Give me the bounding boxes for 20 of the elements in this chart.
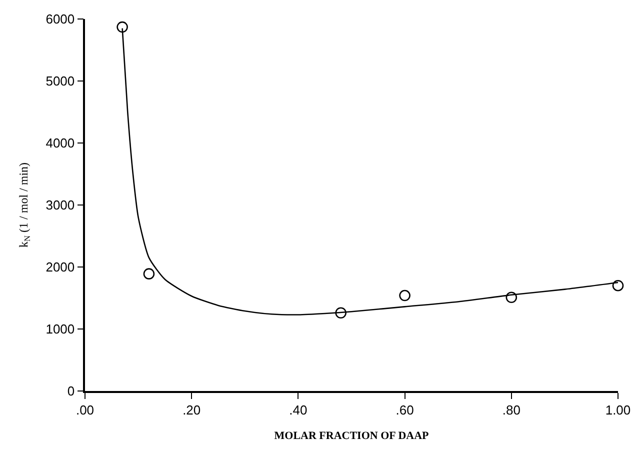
x-tick-label: .80	[502, 402, 520, 418]
x-axis-title: MOLAR FRACTION OF DAAP	[274, 430, 430, 442]
y-tick-label: 4000	[46, 136, 75, 151]
x-tick-label: .00	[76, 402, 94, 418]
x-tick-label: .40	[289, 402, 308, 418]
x-tick-label: .20	[182, 402, 201, 418]
y-tick-label: 1000	[46, 322, 75, 337]
x-tick-label: .60	[396, 402, 414, 418]
point	[612, 280, 624, 292]
y-tick-label: 2000	[46, 260, 75, 275]
y-tick-label: 3000	[46, 198, 75, 213]
point	[335, 307, 346, 319]
point	[399, 290, 410, 302]
y-tick-label: 0	[67, 384, 75, 399]
y-tick-label: 6000	[46, 12, 75, 27]
point	[116, 21, 128, 33]
point	[506, 292, 518, 304]
y-tick-label: 5000	[46, 74, 75, 89]
point	[143, 268, 155, 280]
x-tick-label: 1.00	[605, 402, 631, 418]
